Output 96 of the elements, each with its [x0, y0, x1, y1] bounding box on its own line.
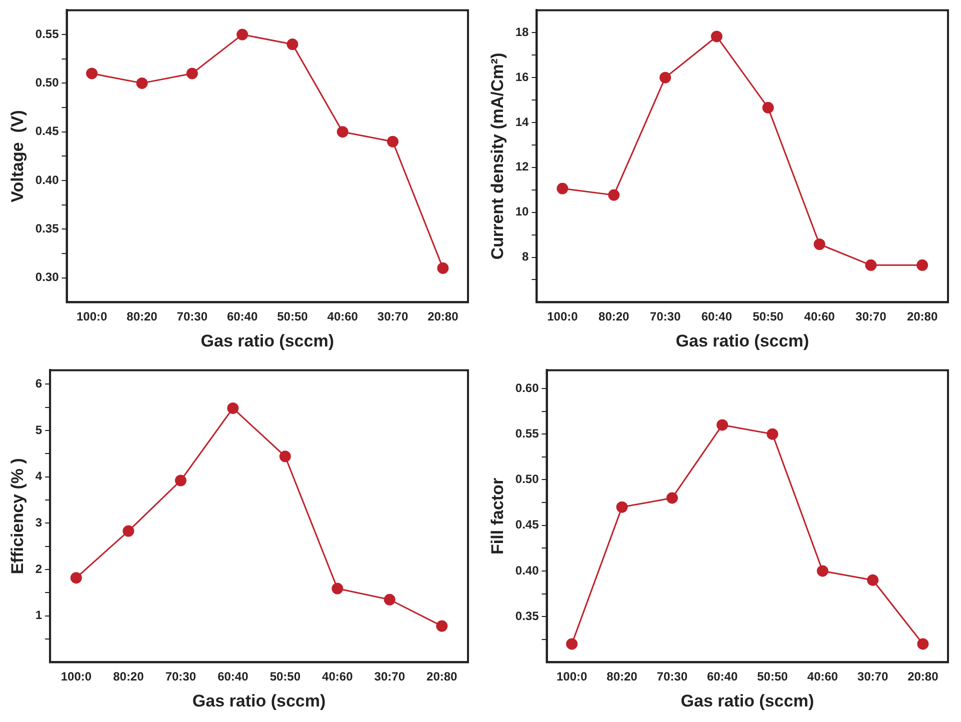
point	[279, 450, 291, 462]
x-tick-label: 70:30	[656, 670, 688, 684]
x-tick-label: 60:40	[701, 310, 732, 324]
x-tick-label: 40:60	[322, 670, 354, 684]
point	[816, 565, 828, 577]
x-tick-label: 20:80	[908, 670, 939, 684]
y-tick-label: 0.45	[35, 124, 60, 138]
point	[436, 620, 448, 632]
x-tick-label: 20:80	[426, 670, 458, 684]
point	[136, 77, 148, 89]
x-tick-label: 30:70	[377, 310, 408, 324]
x-tick-label: 20:80	[428, 310, 459, 324]
x-axis-title: Gas ratio (sccm)	[676, 331, 809, 350]
y-tick-label: 4	[35, 469, 42, 484]
x-tick-label: 100:0	[547, 310, 578, 324]
x-tick-label: 20:80	[906, 310, 938, 324]
y-tick-label: 6	[35, 376, 42, 390]
x-tick-label: 40:60	[327, 310, 358, 324]
y-tick-label: 0.50	[515, 472, 540, 486]
x-tick-label: 40:60	[804, 310, 836, 324]
point	[660, 72, 672, 84]
point	[710, 30, 722, 42]
point	[174, 474, 186, 486]
point	[387, 136, 399, 148]
point	[608, 189, 620, 201]
y-axis-title: Voltage (V)	[8, 110, 27, 202]
y-tick-label: 12	[515, 160, 530, 174]
y-tick-label: 0.40	[35, 172, 60, 187]
x-tick-label: 50:50	[270, 670, 301, 684]
x-tick-label: 100:0	[60, 670, 92, 684]
x-tick-label: 70:30	[176, 310, 208, 324]
x-tick-label: 40:60	[807, 670, 838, 684]
x-tick-label: 30:70	[857, 670, 888, 684]
point	[186, 68, 198, 80]
y-tick-label: 18	[515, 24, 530, 39]
y-tick-label: 0.35	[515, 608, 540, 623]
x-tick-label: 50:50	[757, 670, 788, 684]
x-tick-label: 80:20	[598, 310, 630, 324]
y-tick-label: 0.55	[515, 426, 540, 440]
y-tick-label: 0.50	[35, 76, 60, 90]
y-tick-label: 0.35	[35, 222, 60, 236]
point	[865, 259, 877, 271]
point	[762, 102, 774, 114]
point	[916, 259, 928, 271]
point	[332, 582, 344, 594]
y-tick-label: 0.30	[35, 270, 60, 284]
x-tick-label: 50:50	[277, 310, 308, 324]
x-tick-label: 50:50	[752, 310, 784, 324]
x-tick-label: 100:0	[556, 670, 588, 684]
point	[616, 501, 628, 513]
x-tick-label: 30:70	[374, 670, 406, 684]
x-tick-label: 60:40	[218, 670, 249, 684]
point	[716, 419, 728, 431]
x-tick-label: 60:40	[226, 310, 258, 324]
x-tick-label: 60:40	[706, 670, 738, 684]
x-tick-label: 100:0	[76, 310, 108, 324]
point	[766, 428, 778, 440]
x-axis-title: Gas ratio (sccm)	[192, 691, 326, 710]
y-tick-label: 16	[515, 70, 530, 84]
x-tick-label: 80:20	[113, 670, 144, 684]
x-tick-label: 80:20	[126, 310, 158, 324]
x-tick-label: 30:70	[856, 310, 887, 324]
x-axis-title: Gas ratio (sccm)	[680, 691, 814, 710]
point	[70, 572, 82, 584]
point	[556, 182, 568, 194]
x-axis-title: Gas ratio (sccm)	[200, 331, 334, 350]
point	[227, 402, 239, 414]
point	[336, 126, 348, 138]
y-tick-label: 0.45	[515, 518, 540, 532]
point	[566, 638, 578, 650]
y-tick-label: 0.55	[35, 26, 60, 41]
x-tick-label: 80:20	[606, 670, 638, 684]
y-axis-title: Current density (mA/Cm²)	[488, 52, 507, 260]
y-tick-label: 3	[35, 515, 42, 530]
y-tick-label: 0.40	[515, 563, 540, 578]
y-tick-label: 2	[35, 562, 42, 576]
y-tick-label: 0.60	[515, 380, 540, 395]
x-tick-label: 70:30	[650, 310, 681, 324]
point	[122, 525, 134, 537]
y-tick-label: 5	[35, 422, 42, 437]
y-axis-title: Efficiency (% )	[8, 458, 27, 574]
y-axis-title: Fill factor	[488, 478, 507, 554]
y-tick-label: 14	[515, 114, 530, 129]
y-tick-label: 1	[35, 608, 42, 622]
point	[917, 638, 929, 650]
point	[814, 238, 826, 250]
point	[384, 594, 396, 606]
y-tick-label: 8	[522, 250, 530, 264]
point	[867, 574, 879, 586]
x-tick-label: 70:30	[165, 670, 196, 684]
point	[666, 492, 678, 504]
point	[86, 68, 98, 80]
y-tick-label: 10	[515, 204, 530, 219]
point	[236, 28, 248, 40]
point	[437, 262, 449, 274]
point	[286, 38, 298, 50]
